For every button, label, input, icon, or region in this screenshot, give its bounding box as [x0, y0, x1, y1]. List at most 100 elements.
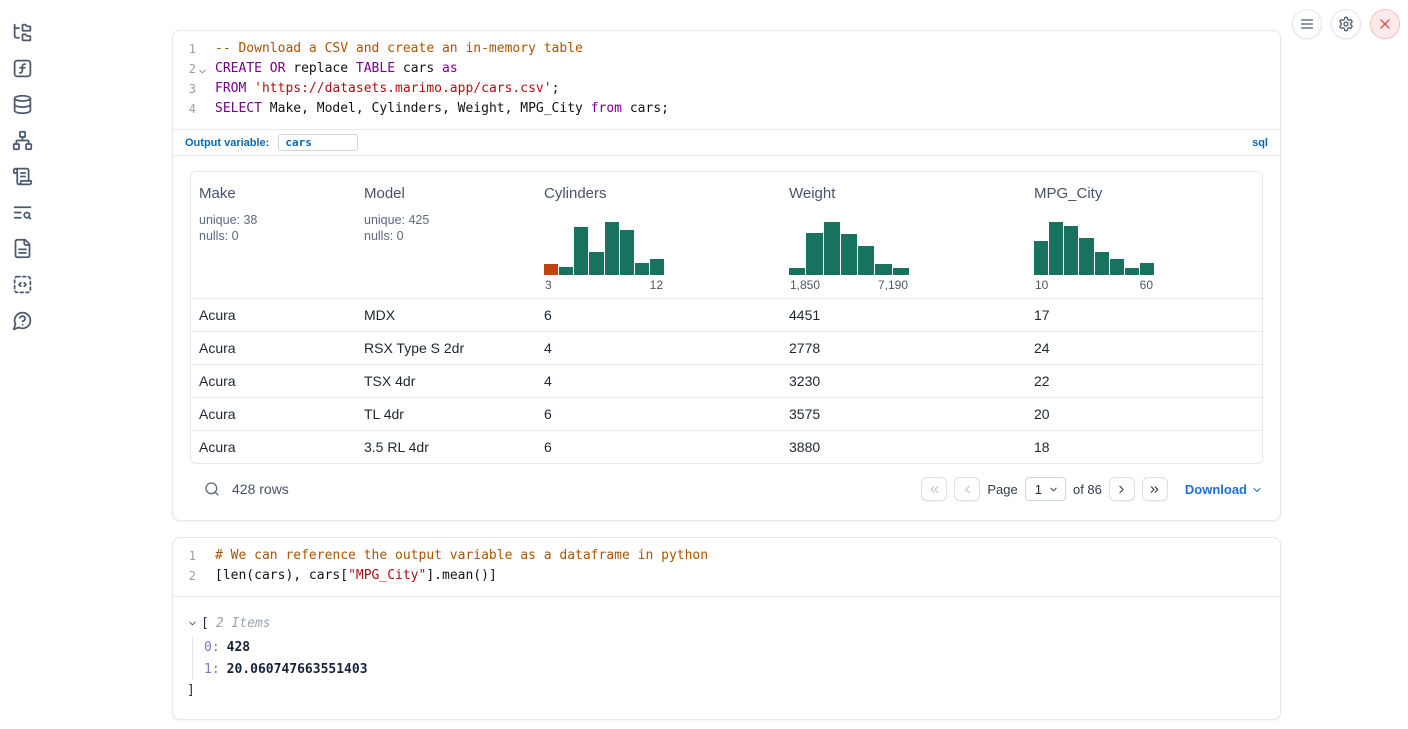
histogram-bar	[840, 234, 858, 275]
sql-output-area: Make unique: 38 nulls: 0 Model unique: 425 nu…	[173, 156, 1280, 520]
histogram-cylinders[interactable]	[544, 222, 664, 275]
histogram-bar	[1064, 226, 1079, 275]
table-cell: 22	[1026, 364, 1262, 397]
column-header-model[interactable]: Model unique: 425 nulls: 0	[356, 172, 536, 298]
sql-cell: 1 -- Download a CSV and create an in-memo…	[172, 30, 1281, 521]
table-cell: 2778	[781, 331, 1026, 364]
table-row: Acura 3.5 RL 4dr 6 3880 18	[191, 430, 1262, 463]
python-code-editor[interactable]: 1 # We can reference the output variable …	[173, 538, 1280, 596]
column-header-mpg_city[interactable]: MPG_City 10 60	[1026, 172, 1262, 298]
code-text: [len(cars), cars["MPG_City"].mean()]	[215, 568, 497, 583]
table-cell: 4451	[781, 298, 1026, 331]
database-icon[interactable]	[12, 94, 33, 115]
table-cell: 3.5 RL 4dr	[356, 430, 536, 463]
item-value: 20.060747663551403	[226, 661, 368, 677]
line-number: 4	[173, 99, 209, 119]
code-line: 2 CREATE OR replace TABLE cars as	[173, 59, 1280, 79]
menu-button[interactable]	[1292, 9, 1322, 39]
table-cell: 6	[536, 397, 781, 430]
close-icon	[1377, 16, 1393, 32]
column-header-make[interactable]: Make unique: 38 nulls: 0	[191, 172, 356, 298]
histogram-bar	[559, 267, 574, 275]
table-cell: MDX	[356, 298, 536, 331]
table-cell: Acura	[191, 331, 356, 364]
histogram-bar	[858, 246, 875, 275]
fold-chevron-icon[interactable]	[197, 63, 209, 75]
sql-code-editor[interactable]: 1 -- Download a CSV and create an in-memo…	[173, 31, 1280, 129]
output-variable-input[interactable]	[278, 134, 359, 151]
table-cell: 4	[536, 331, 781, 364]
histogram-bar	[619, 230, 634, 275]
line-number: 3	[173, 79, 209, 99]
menu-icon	[1299, 16, 1315, 32]
table-footer: 428 rows Page 1 of 86 Download	[190, 472, 1263, 506]
table-row: Acura RSX Type S 2dr 4 2778 24	[191, 331, 1262, 364]
line-number: 2	[173, 59, 209, 79]
histogram-bar	[823, 222, 840, 275]
first-page-button[interactable]	[921, 477, 948, 501]
page-select-value: 1	[1034, 481, 1042, 497]
code-line: 3 FROM 'https://datasets.marimo.app/cars.…	[173, 79, 1280, 99]
table-cell: Acura	[191, 298, 356, 331]
text-search-icon[interactable]	[12, 202, 33, 223]
data-table: Make unique: 38 nulls: 0 Model unique: 425 nu…	[191, 172, 1262, 463]
table-cell: Acura	[191, 397, 356, 430]
document-icon[interactable]	[12, 238, 33, 259]
fold-slot	[197, 570, 209, 582]
histogram-weight[interactable]	[789, 222, 909, 275]
histogram-bar	[589, 252, 604, 275]
item-index: 0:	[204, 639, 220, 655]
dependency-graph-icon[interactable]	[12, 130, 33, 151]
previous-page-button[interactable]	[954, 477, 981, 501]
tree-root-row: [ 2 Items	[187, 613, 1280, 634]
table-cell: 6	[536, 430, 781, 463]
last-page-button[interactable]	[1141, 477, 1168, 501]
histogram-bar	[789, 268, 806, 275]
code-text: -- Download a CSV and create an in-memor…	[215, 41, 583, 56]
histogram-mpg_city[interactable]	[1034, 222, 1154, 275]
python-output-area: [ 2 Items 0: 428 1: 20.060747663551403 ]	[173, 596, 1280, 719]
histogram-bar	[892, 268, 909, 275]
output-variable-bar: Output variable: sql	[173, 129, 1280, 156]
search-icon[interactable]	[204, 481, 220, 497]
histogram-axis-labels: 1,850 7,190	[790, 278, 908, 292]
table-cell: RSX Type S 2dr	[356, 331, 536, 364]
page-select[interactable]: 1	[1024, 477, 1066, 501]
items-count-label: 2 Items	[215, 616, 271, 631]
list-open-bracket: [	[201, 616, 209, 631]
list-item: 0: 428	[204, 636, 1280, 658]
close-button[interactable]	[1370, 9, 1400, 39]
gear-button[interactable]	[1331, 9, 1361, 39]
table-cell: 18	[1026, 430, 1262, 463]
language-badge[interactable]: sql	[1252, 136, 1268, 149]
column-header-cylinders[interactable]: Cylinders 3 12	[536, 172, 781, 298]
column-name: Weight	[789, 185, 836, 202]
table-row: Acura TL 4dr 6 3575 20	[191, 397, 1262, 430]
histogram-bar	[875, 264, 892, 275]
notebook-cells: 1 -- Download a CSV and create an in-memo…	[172, 30, 1281, 720]
scroll-icon[interactable]	[12, 166, 33, 187]
line-number: 2	[173, 566, 209, 586]
next-page-button[interactable]	[1108, 477, 1135, 501]
item-value: 428	[226, 639, 251, 655]
file-tree-icon[interactable]	[12, 22, 33, 43]
code-text: SELECT Make, Model, Cylinders, Weight, M…	[215, 101, 669, 116]
table-cell: 3880	[781, 430, 1026, 463]
code-line: 4 SELECT Make, Model, Cylinders, Weight, …	[173, 99, 1280, 119]
histogram-bar	[1094, 252, 1109, 275]
snippets-icon[interactable]	[12, 274, 33, 295]
table-cell: TL 4dr	[356, 397, 536, 430]
download-button[interactable]: Download	[1185, 482, 1263, 497]
code-line: 2 [len(cars), cars["MPG_City"].mean()]	[173, 566, 1280, 586]
histogram-bar	[1049, 222, 1064, 275]
chevron-down-icon	[1048, 484, 1059, 495]
table-cell: Acura	[191, 364, 356, 397]
help-icon[interactable]	[12, 310, 33, 331]
column-header-weight[interactable]: Weight 1,850 7,190	[781, 172, 1026, 298]
fold-slot	[197, 103, 209, 115]
function-square-icon[interactable]	[12, 58, 33, 79]
histogram-bar	[544, 264, 559, 275]
fold-slot	[197, 550, 209, 562]
line-number: 1	[173, 546, 209, 566]
tree-collapse-icon[interactable]	[187, 618, 198, 629]
